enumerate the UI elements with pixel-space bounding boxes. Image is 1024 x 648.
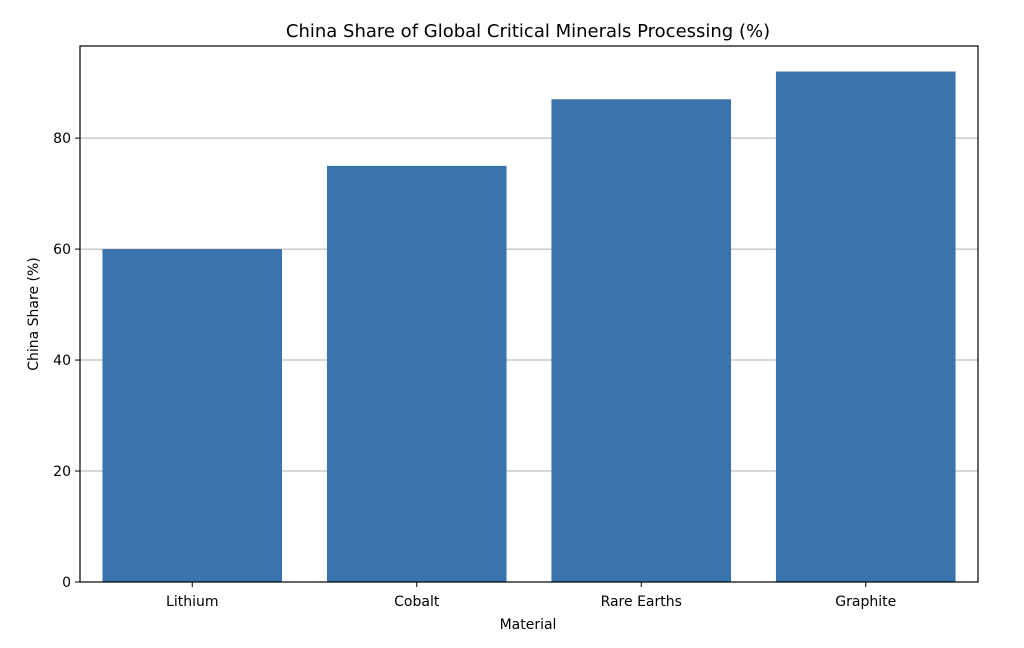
bar-graphite bbox=[775, 71, 956, 583]
y-tick-label: 20 bbox=[53, 464, 71, 480]
bar-rare-earths bbox=[551, 99, 732, 582]
x-axis-ticks: Lithium Cobalt Rare Earths Graphite bbox=[166, 582, 896, 610]
x-tick-label: Lithium bbox=[166, 594, 218, 610]
y-tick-label: 0 bbox=[62, 575, 71, 591]
x-tick-label: Rare Earths bbox=[601, 594, 682, 610]
y-tick-label: 60 bbox=[53, 242, 71, 258]
bar-lithium bbox=[102, 249, 283, 582]
y-axis-label: China Share (%) bbox=[26, 257, 42, 371]
x-tick-label: Graphite bbox=[835, 594, 896, 610]
y-axis-ticks: 0 20 40 60 80 bbox=[53, 131, 80, 591]
y-tick-label: 40 bbox=[53, 353, 71, 369]
y-tick-label: 80 bbox=[53, 131, 71, 147]
bars bbox=[102, 71, 956, 583]
plot-frame bbox=[79, 45, 979, 583]
bar-cobalt bbox=[326, 165, 507, 582]
x-tick-label: Cobalt bbox=[394, 594, 440, 610]
x-axis-label: Material bbox=[500, 617, 557, 633]
chart-title: China Share of Global Critical Minerals … bbox=[286, 21, 770, 42]
